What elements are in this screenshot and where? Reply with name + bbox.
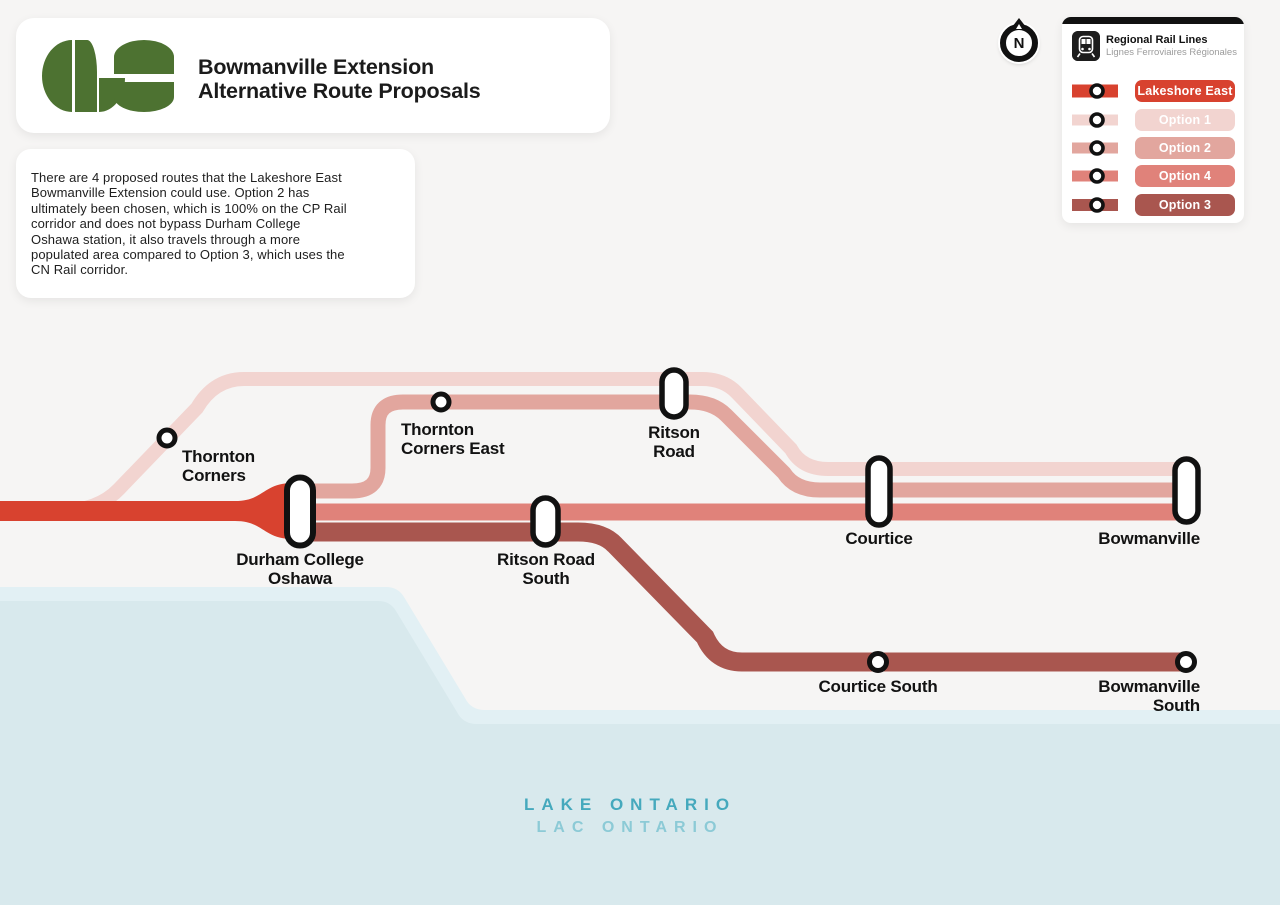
legend-row-option-2: Option 2 [1072, 134, 1235, 162]
go-logo-o-top [114, 40, 174, 74]
legend-subtitle: Lignes Ferroviaires Régionales [1106, 47, 1237, 58]
page-title: Bowmanville Extension Alternative Route … [198, 55, 481, 103]
legend-row-option-3: Option 3 [1072, 191, 1235, 219]
legend-title: Regional Rail Lines [1106, 34, 1208, 46]
station-label-courtice-south: Courtice South [818, 677, 938, 696]
legend-badge-option-4: Option 4 [1135, 165, 1235, 188]
station-marker-thornton-corners-east [430, 391, 452, 413]
go-logo-g-left [42, 40, 72, 112]
station-marker-bowmanville [1172, 456, 1201, 525]
compass-north-letter: N [1013, 34, 1025, 52]
station-label-thornton-corners-east: Thornton Corners East [401, 420, 505, 458]
legend-row-lakeshore-east: Lakeshore East [1072, 77, 1235, 105]
title-card: Bowmanville Extension Alternative Route … [16, 18, 610, 133]
station-marker-courtice-south [867, 651, 889, 673]
go-transit-logo-icon [42, 40, 174, 112]
station-label-courtice: Courtice [845, 529, 913, 548]
station-label-ritson-road: Ritson Road [648, 423, 700, 461]
legend-line-sample-lakeshore-east [1072, 83, 1118, 99]
legend-line-sample-option-4 [1072, 168, 1118, 185]
legend-line-sample-option-2 [1072, 140, 1118, 156]
station-marker-ritson-road [659, 367, 689, 420]
station-label-bowmanville-south: Bowmanville South [1098, 677, 1200, 715]
station-label-durham-college-oshawa: Durham College Oshawa [236, 550, 364, 588]
train-icon [1072, 31, 1100, 61]
legend-badge-option-3: Option 3 [1135, 193, 1235, 216]
description-card: There are 4 proposed routes that the Lak… [16, 149, 415, 298]
legend-row-option-4: Option 4 [1072, 162, 1235, 190]
north-compass-icon: N [1000, 18, 1038, 62]
station-label-ritson-road-south: Ritson Road South [497, 550, 595, 588]
station-marker-thornton-corners [156, 427, 178, 449]
legend-panel: Regional Rail Lines Lignes Ferroviaires … [1062, 17, 1244, 223]
legend-rows: Lakeshore East Option 1 Option 2 Option … [1072, 77, 1235, 219]
legend-badge-option-2: Option 2 [1135, 136, 1235, 159]
legend-line-sample-option-3 [1072, 196, 1118, 213]
lake-ontario-label-en: LAKE ONTARIO [523, 795, 737, 814]
go-logo-o-bottom [114, 82, 174, 112]
legend-badge-lakeshore-east: Lakeshore East [1135, 80, 1235, 103]
station-label-bowmanville: Bowmanville [1098, 529, 1200, 548]
station-marker-courtice [865, 455, 893, 528]
legend-top-bar [1062, 17, 1244, 24]
compass-notch [1012, 18, 1026, 27]
station-marker-durham-college-oshawa [284, 474, 316, 549]
legend-header: Regional Rail Lines Lignes Ferroviaires … [1072, 31, 1237, 61]
station-label-thornton-corners: Thornton Corners [182, 447, 255, 485]
station-marker-bowmanville-south [1175, 651, 1197, 673]
route-option-2 [302, 394, 1186, 499]
go-logo-g-bar [75, 40, 97, 112]
legend-line-sample-option-1 [1072, 111, 1118, 128]
station-marker-ritson-road-south [530, 495, 561, 548]
description-text: There are 4 proposed routes that the Lak… [31, 170, 347, 278]
legend-row-option-1: Option 1 [1072, 105, 1235, 133]
legend-badge-option-1: Option 1 [1135, 108, 1235, 131]
route-option-3 [302, 522, 1186, 672]
lake-ontario-label-fr: LAC ONTARIO [536, 819, 724, 836]
route-lakeshore-east-funnel [235, 483, 293, 539]
lake-water [0, 601, 1280, 905]
